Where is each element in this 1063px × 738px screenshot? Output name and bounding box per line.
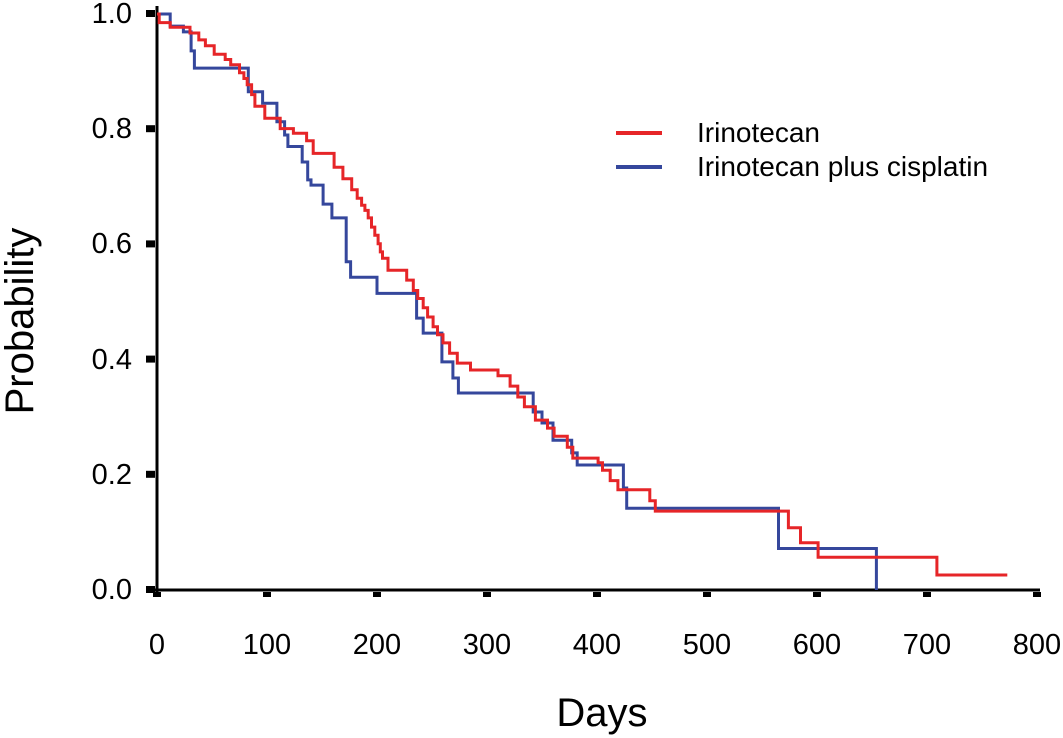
x-tick-label: 800 [1012,629,1062,661]
x-tick-label: 200 [352,629,402,661]
y-tick-label: 0.8 [91,113,132,145]
x-tick-mark [373,592,381,597]
x-tick-mark [263,592,271,597]
legend-line-blue [616,165,662,169]
x-tick-label: 0 [148,629,166,661]
legend-entry-irinotecan: Irinotecan [616,118,988,148]
x-tick-mark [813,592,821,597]
legend: Irinotecan Irinotecan plus cisplatin [616,118,988,186]
x-tick-label: 300 [462,629,512,661]
y-axis-title: Probability [0,227,42,415]
legend-line-red [616,131,662,135]
x-tick-mark [593,592,601,597]
x-tick-mark [923,592,931,597]
y-tick-label: 1.0 [91,0,132,30]
x-tick-mark [703,592,711,597]
y-tick-label: 0.4 [91,344,132,376]
y-tick-label: 0.2 [91,459,132,491]
x-tick-mark [153,592,161,597]
y-tick-mark [146,10,155,17]
y-tick-mark [146,470,155,478]
y-tick-label: 0.6 [91,228,132,260]
x-tick-label: 500 [682,629,732,661]
x-tick-mark [1033,592,1041,597]
x-axis-title: Days [556,691,648,735]
series-curve-irinotecan-plus-cisplatin [157,12,878,590]
series-curve-irinotecan [157,12,1008,577]
y-tick-mark [146,125,155,133]
legend-label: Irinotecan plus cisplatin [697,151,989,182]
y-tick-mark [146,355,155,363]
y-tick-label: 0.0 [91,574,132,606]
legend-label: Irinotecan [697,117,820,148]
y-tick-mark [146,240,155,248]
legend-entry-irinotecan-plus-cisplatin: Irinotecan plus cisplatin [616,152,988,182]
x-tick-label: 700 [902,629,952,661]
y-tick-mark [146,586,155,593]
x-tick-label: 600 [792,629,842,661]
x-tick-label: 400 [572,629,622,661]
x-tick-mark [483,592,491,597]
x-tick-label: 100 [242,629,292,661]
